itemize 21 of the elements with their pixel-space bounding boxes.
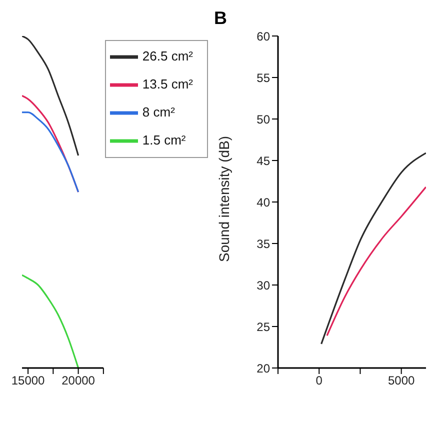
y-tick-label: 60 <box>256 29 270 44</box>
y-tick-label: 30 <box>256 278 270 292</box>
x-tick-label: 15000 <box>11 374 46 388</box>
y-tick-label: 20 <box>256 361 270 376</box>
y-tick-label: 50 <box>256 112 270 126</box>
y-tick-label: 35 <box>256 236 270 251</box>
line-series <box>320 152 426 345</box>
chart-title: B <box>214 8 227 29</box>
y-tick-label: 25 <box>256 320 270 334</box>
legend-label: 8 cm² <box>142 104 175 120</box>
legend-label: 26.5 cm² <box>142 48 193 64</box>
legend-label: 1.5 cm² <box>142 132 186 148</box>
y-tick-label: 45 <box>256 154 270 168</box>
legend-label: 13.5 cm² <box>142 76 193 92</box>
x-tick-label: 20000 <box>62 374 96 388</box>
x-tick-label: 0 <box>316 374 323 388</box>
x-tick-label: 5000 <box>388 374 416 388</box>
y-tick-label: 40 <box>256 195 270 210</box>
line-series <box>326 186 426 336</box>
y-axis-title: Sound intensity (dB) <box>216 136 232 262</box>
y-tick-label: 55 <box>256 70 270 85</box>
